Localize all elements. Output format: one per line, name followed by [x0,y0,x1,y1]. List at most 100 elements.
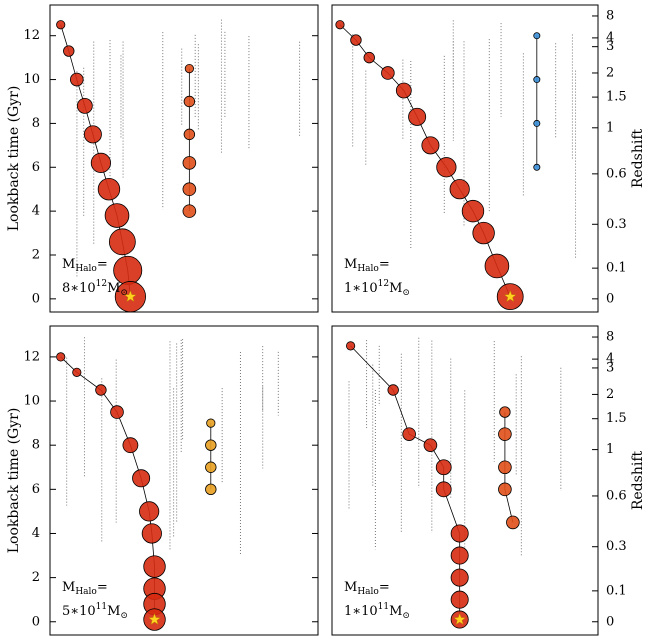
mass-exp: 11 [96,602,107,612]
halo-marker [402,427,416,441]
mass-value: 5∗1011M⊙ [62,602,128,621]
halo-marker [449,179,470,200]
halo-marker [56,352,66,362]
halo-marker [90,152,112,173]
y2-tick-label: 0.1 [606,583,627,598]
halo-marker [205,461,217,473]
halo-marker [421,136,440,155]
mass-label: MHalo= [62,580,108,597]
halo-marker [499,406,511,418]
y-tick-label: 12 [23,349,40,364]
halo-marker [76,97,93,114]
mass-sub: Halo [357,264,379,274]
halo-marker [387,384,399,396]
y-axis-label: Lookback time (Gyr) [6,408,22,554]
mass-sub: Halo [75,264,97,274]
halo-marker [132,469,151,488]
halo-marker [205,483,217,496]
y2-tick-label: 4 [606,30,614,45]
mass-unit: M [107,281,120,296]
star-marker [453,612,467,625]
halo-marker [95,384,107,396]
mass-unit: M [107,604,120,619]
mass-symbol: M [62,257,75,272]
halo-marker [206,418,216,428]
halo-marker [533,119,541,127]
halo-marker [381,66,395,80]
mass-label: MHalo= [344,580,390,597]
mass-eq: = [97,580,108,595]
halo-marker [363,51,375,64]
halo-marker [395,82,412,99]
mass-unit-sub: ⊙ [402,611,410,621]
y2-tick-label: 2 [606,65,614,80]
y2-tick-label: 1 [606,120,614,135]
y2-axis-label: Redshift [630,450,646,510]
halo-marker [122,437,139,454]
y2-axis-label: Redshift [630,128,646,188]
y-axis-label: Lookback time (Gyr) [6,86,22,232]
mass-unit-sub: ⊙ [120,288,128,298]
mass-unit: M [389,281,402,296]
y2-tick-label: 0.6 [606,488,627,503]
halo-marker [533,163,541,171]
halo-marker [450,546,469,565]
mass-symbol: M [344,580,357,595]
y-tick-label: 12 [23,28,40,43]
y-tick-label: 0 [32,614,40,629]
mass-exp: 11 [378,602,389,612]
halo-marker [498,482,512,497]
mass-eq: = [97,257,108,272]
halo-marker [83,125,102,144]
y2-tick-label: 3 [606,39,614,54]
halo-marker [108,228,136,256]
mass-sub: Halo [75,587,97,597]
y-tick-label: 0 [32,291,40,306]
halo-marker [506,515,520,530]
y2-tick-label: 0.3 [606,217,627,232]
halo-marker [182,156,197,170]
halo-marker [498,460,512,475]
y-tick-label: 4 [32,526,40,541]
halo-marker [183,128,196,141]
mass-mantissa: 1∗10 [344,281,378,296]
mass-label: MHalo= [62,257,108,274]
halo-marker [472,221,495,245]
mass-eq: = [379,580,390,595]
halo-marker [533,32,541,40]
y-tick-label: 10 [23,72,40,87]
mass-unit-sub: ⊙ [120,611,128,621]
y-tick-label: 2 [32,247,40,262]
y-tick-label: 10 [23,394,40,409]
y2-tick-label: 1.5 [606,90,627,105]
halo-marker [436,157,457,178]
mass-eq: = [379,257,390,272]
halo-marker [110,405,124,419]
mass-exp: 12 [378,279,389,289]
halo-marker [450,590,469,609]
panel-frame [49,4,319,313]
mass-mantissa: 8∗10 [62,281,96,296]
halo-marker [335,20,345,30]
halo-marker [484,253,510,279]
halo-marker [450,568,469,587]
halo-marker [423,438,438,452]
halo-marker [350,34,362,46]
halo-marker [63,45,75,57]
panel-frame [49,325,319,636]
halo-marker [435,481,452,498]
mass-mantissa: 1∗10 [344,604,378,619]
halo-marker [183,95,196,108]
halo-marker [139,501,160,522]
halo-marker [56,20,66,30]
halo-marker [184,63,194,74]
y2-tick-label: 8 [606,330,614,345]
y2-tick-label: 1.5 [606,411,627,426]
mass-exp: 12 [96,279,107,289]
halo-marker [205,439,217,451]
panel-frame [331,4,599,313]
star-marker [148,612,161,625]
mass-value: 1∗1012M⊙ [344,279,410,298]
y-tick-label: 6 [32,482,40,497]
halo-marker [450,524,469,543]
